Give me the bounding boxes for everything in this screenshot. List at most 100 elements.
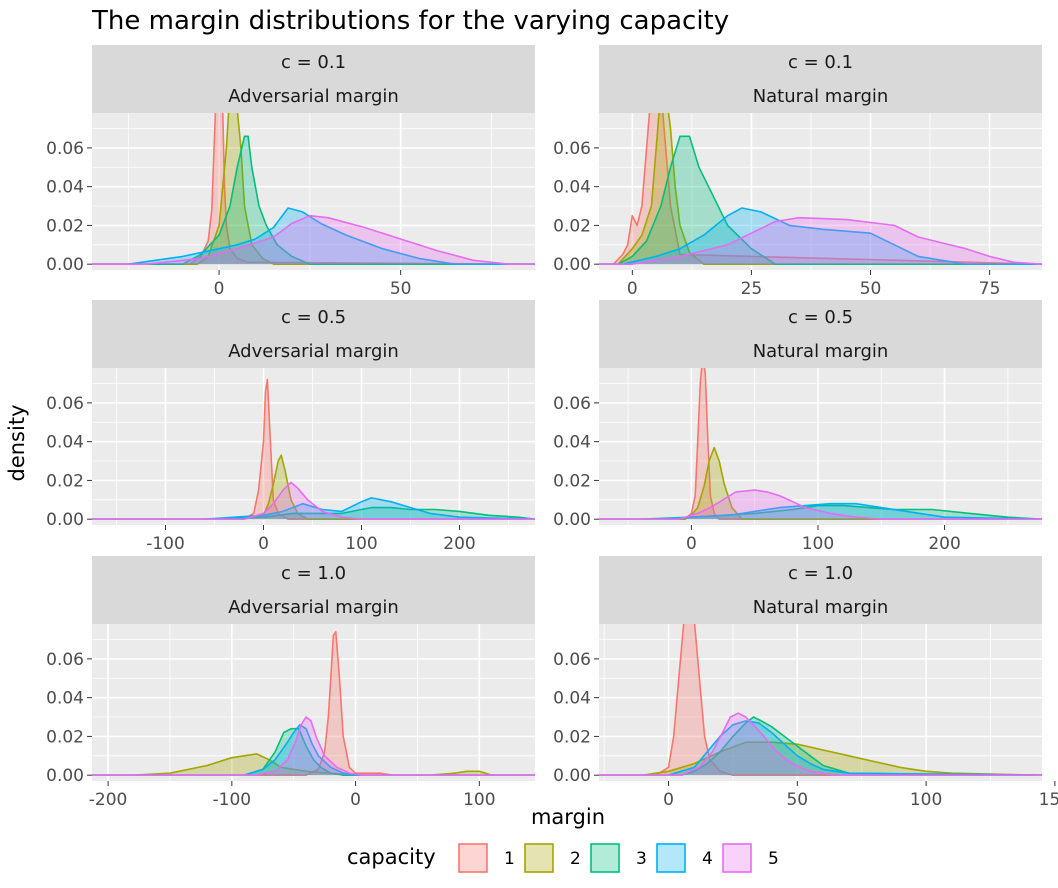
strip-c-label: c = 0.1 — [281, 52, 346, 73]
y-tick-label: 0.06 — [553, 650, 591, 670]
strip-c-label: c = 1.0 — [788, 563, 853, 584]
y-tick-label: 0.02 — [46, 471, 84, 491]
y-tick-label: 0.04 — [553, 178, 591, 198]
strip-capacity-background — [92, 556, 535, 590]
density-area-capacity-5 — [599, 217, 1042, 265]
strip-type-background — [599, 590, 1042, 624]
legend: capacity 1 2 3 4 5 — [347, 843, 779, 873]
y-tick-label: 0.02 — [46, 727, 84, 747]
y-tick-label: 0.00 — [553, 766, 591, 786]
panel-background — [599, 368, 1042, 525]
density-area-capacity-5 — [92, 717, 535, 776]
density-area-capacity-2 — [599, 113, 1042, 265]
legend-label: 5 — [768, 849, 779, 869]
strip-type-label: Adversarial margin — [228, 341, 399, 362]
density-line-capacity-4 — [599, 502, 1042, 520]
facet-panel: c = 1.0 Natural margin 0.00 0.02 0.04 0.06 0 50… — [553, 556, 1058, 810]
density-line-capacity-3 — [599, 716, 1042, 776]
x-tick-label: 0 — [627, 279, 638, 299]
density-line-capacity-5 — [599, 712, 1042, 776]
x-tick-label: 100 — [910, 790, 942, 810]
strip-type-label: Adversarial margin — [228, 86, 399, 107]
density-area-capacity-4 — [599, 720, 1042, 776]
legend-key-capacity-4 — [656, 843, 686, 873]
strip-c-label: c = 0.5 — [281, 307, 346, 328]
y-tick-label: 0.04 — [553, 433, 591, 453]
y-tick-label: 0.02 — [553, 727, 591, 747]
density-line-capacity-4 — [92, 497, 535, 520]
y-tick-label: 0.00 — [553, 255, 591, 275]
x-tick-label: -100 — [146, 534, 185, 554]
legend-label: 4 — [702, 849, 713, 869]
strip-type-background — [599, 334, 1042, 368]
x-tick-label: 150 — [1039, 790, 1058, 810]
legend-title: capacity — [347, 845, 436, 869]
density-series-group — [599, 113, 1042, 265]
density-area-capacity-1 — [599, 624, 1042, 776]
x-tick-label: 25 — [741, 279, 763, 299]
density-area-capacity-1 — [599, 113, 1042, 265]
x-axis-title: margin — [531, 805, 605, 829]
facet-panel: c = 0.1 Natural margin 0.00 0.02 0.04 0.06 0 25… — [553, 45, 1042, 299]
x-tick-label: 200 — [928, 534, 960, 554]
panel-background — [599, 624, 1042, 781]
facet-panels: c = 0.1 Adversarial margin 0.00 0.02 0.04 0.0… — [46, 45, 1058, 810]
y-tick-label: 0.04 — [553, 689, 591, 709]
strip-type-label: Natural margin — [753, 341, 889, 362]
density-line-capacity-5 — [599, 216, 1042, 265]
x-tick-label: 50 — [786, 790, 808, 810]
y-tick-label: 0.02 — [46, 216, 84, 236]
strip-capacity-background — [599, 300, 1042, 334]
y-tick-label: 0.06 — [46, 139, 84, 159]
x-tick-label: 100 — [463, 790, 495, 810]
y-tick-label: 0.00 — [46, 510, 84, 530]
strip-type-background — [599, 79, 1042, 113]
density-area-capacity-4 — [92, 497, 535, 520]
x-tick-label: -100 — [213, 790, 252, 810]
density-line-capacity-4 — [599, 207, 1042, 265]
facet-panel: c = 0.1 Adversarial margin 0.00 0.02 0.04 0.0… — [46, 45, 535, 299]
panel-background — [92, 368, 535, 525]
strip-c-label: c = 1.0 — [281, 563, 346, 584]
y-axis-title: density — [5, 405, 29, 482]
density-line-capacity-3 — [92, 506, 535, 520]
density-area-capacity-4 — [92, 208, 535, 265]
strip-type-label: Adversarial margin — [228, 597, 399, 618]
legend-key-capacity-1 — [458, 843, 488, 873]
x-tick-label: 0 — [350, 790, 361, 810]
strip-type-label: Natural margin — [753, 86, 889, 107]
density-area-capacity-5 — [599, 713, 1042, 776]
density-line-capacity-1 — [92, 631, 535, 776]
density-area-capacity-4 — [599, 208, 1042, 265]
chart-title: The margin distributions for the varying… — [91, 6, 729, 36]
panel-background — [92, 624, 535, 781]
density-area-capacity-4 — [92, 724, 535, 776]
legend-key-capacity-3 — [590, 843, 620, 873]
density-line-capacity-1 — [599, 113, 1042, 265]
density-line-capacity-4 — [92, 207, 535, 265]
x-tick-label: 100 — [345, 534, 377, 554]
y-tick-label: 0.04 — [46, 433, 84, 453]
facet-panel: c = 0.5 Natural margin 0.00 0.02 0.04 0.06 0 10… — [553, 300, 1042, 554]
y-tick-label: 0.04 — [46, 178, 84, 198]
density-line-capacity-5 — [92, 481, 535, 520]
density-series-group — [599, 368, 1042, 520]
strip-capacity-background — [92, 300, 535, 334]
density-line-capacity-5 — [92, 716, 535, 776]
density-area-capacity-5 — [92, 215, 535, 265]
y-tick-label: 0.00 — [46, 766, 84, 786]
strip-capacity-background — [599, 556, 1042, 590]
x-tick-label: 0 — [663, 790, 674, 810]
x-tick-label: 75 — [979, 279, 1001, 299]
density-area-capacity-2 — [599, 447, 1042, 520]
x-tick-label: -200 — [89, 790, 128, 810]
density-line-capacity-2 — [599, 741, 1042, 776]
strip-c-label: c = 0.1 — [788, 52, 853, 73]
density-area-capacity-2 — [92, 753, 535, 776]
facet-panel: c = 0.5 Adversarial margin 0.00 0.02 0.04 0.0… — [46, 300, 535, 554]
x-tick-label: 0 — [258, 534, 269, 554]
x-tick-label: 200 — [443, 534, 475, 554]
strip-type-label: Natural margin — [753, 597, 889, 618]
density-line-capacity-4 — [92, 724, 535, 776]
